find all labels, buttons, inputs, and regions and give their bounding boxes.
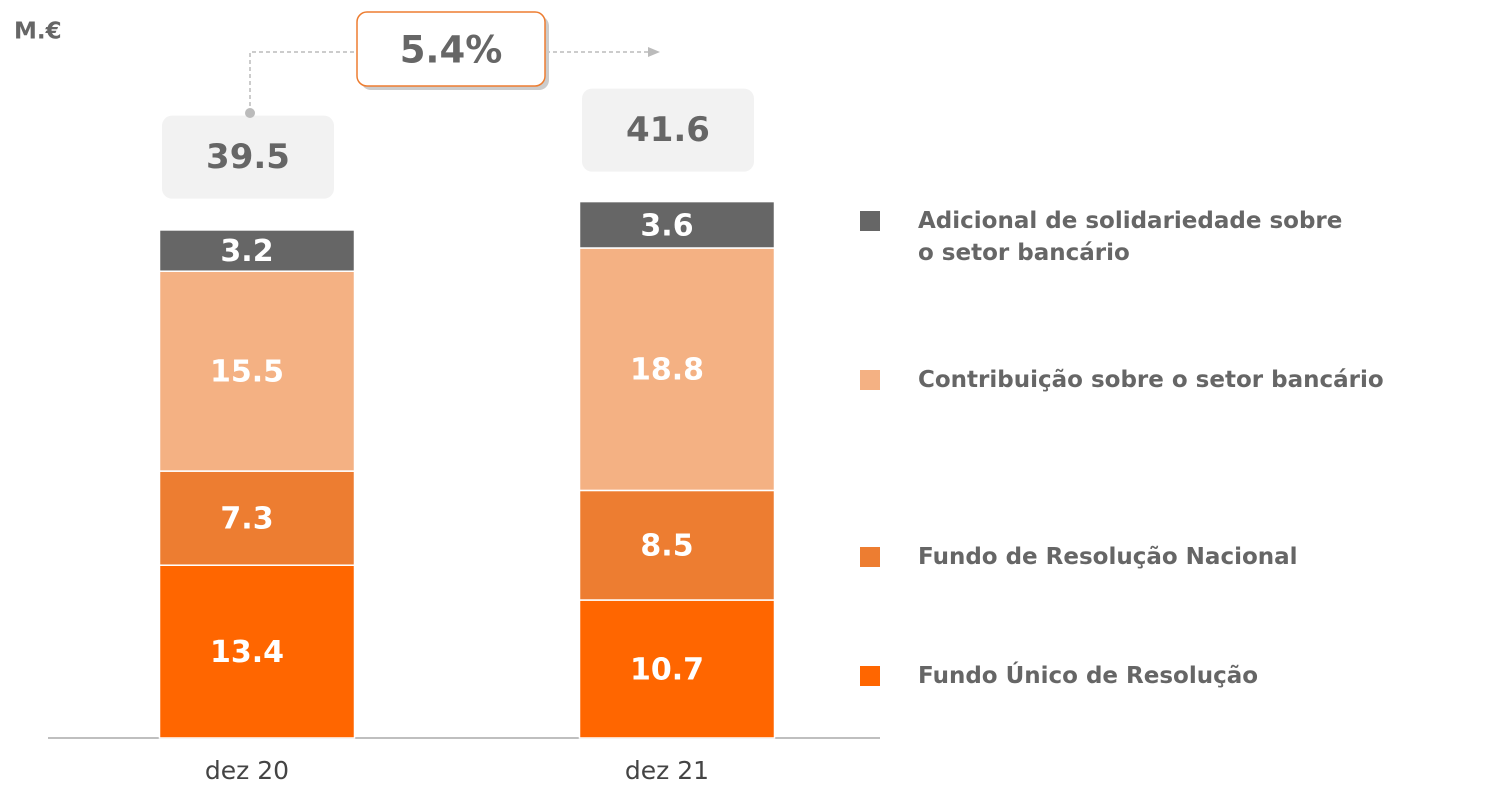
bar-segment [578, 489, 776, 601]
total-box [582, 88, 754, 172]
x-tick-label: dez 20 [205, 756, 289, 785]
value-label: 3.6 [640, 208, 693, 243]
x-tick-label: dez 21 [625, 756, 709, 785]
legend-swatch [860, 211, 880, 231]
annotation: 5.4% [400, 29, 503, 72]
bar-segment [158, 270, 356, 472]
annotation-box [356, 11, 546, 87]
total-box [162, 115, 334, 199]
connector-dot [245, 108, 255, 118]
legend-label: Contribuição sobre o setor bancário [918, 367, 1384, 393]
value-label: 15.5 [210, 355, 284, 390]
unit-label: M.€ [14, 19, 62, 45]
legend-item: Contribuição sobre o setor bancário [860, 364, 1508, 396]
bar-segment [578, 247, 776, 492]
legend-swatch [860, 547, 880, 567]
legend-item: Adicional de solidariedade sobre o setor… [860, 205, 1358, 269]
value-label: 18.8 [630, 353, 704, 388]
total-label: 41.6 [626, 110, 710, 150]
bar-segment [158, 564, 356, 739]
bar-segment [578, 200, 776, 249]
value-label: 8.5 [640, 529, 693, 564]
value-label: 7.3 [220, 502, 273, 537]
value-label: 3.2 [220, 234, 273, 269]
legend-label: Adicional de solidariedade sobre o setor… [918, 208, 1343, 266]
bar-segment [158, 470, 356, 566]
bar-segment [158, 229, 356, 272]
value-label: 13.4 [210, 635, 284, 670]
legend-label: Fundo de Resolução Nacional [918, 544, 1298, 570]
legend-swatch [860, 370, 880, 390]
total-label: 39.5 [206, 137, 290, 177]
legend-item: Fundo Único de Resolução [860, 660, 1508, 692]
value-label: 10.7 [630, 653, 704, 688]
arrow-head [648, 47, 660, 57]
legend-label: Fundo Único de Resolução [918, 663, 1259, 689]
legend-item: Fundo de Resolução Nacional [860, 541, 1508, 573]
legend-swatch [860, 666, 880, 686]
